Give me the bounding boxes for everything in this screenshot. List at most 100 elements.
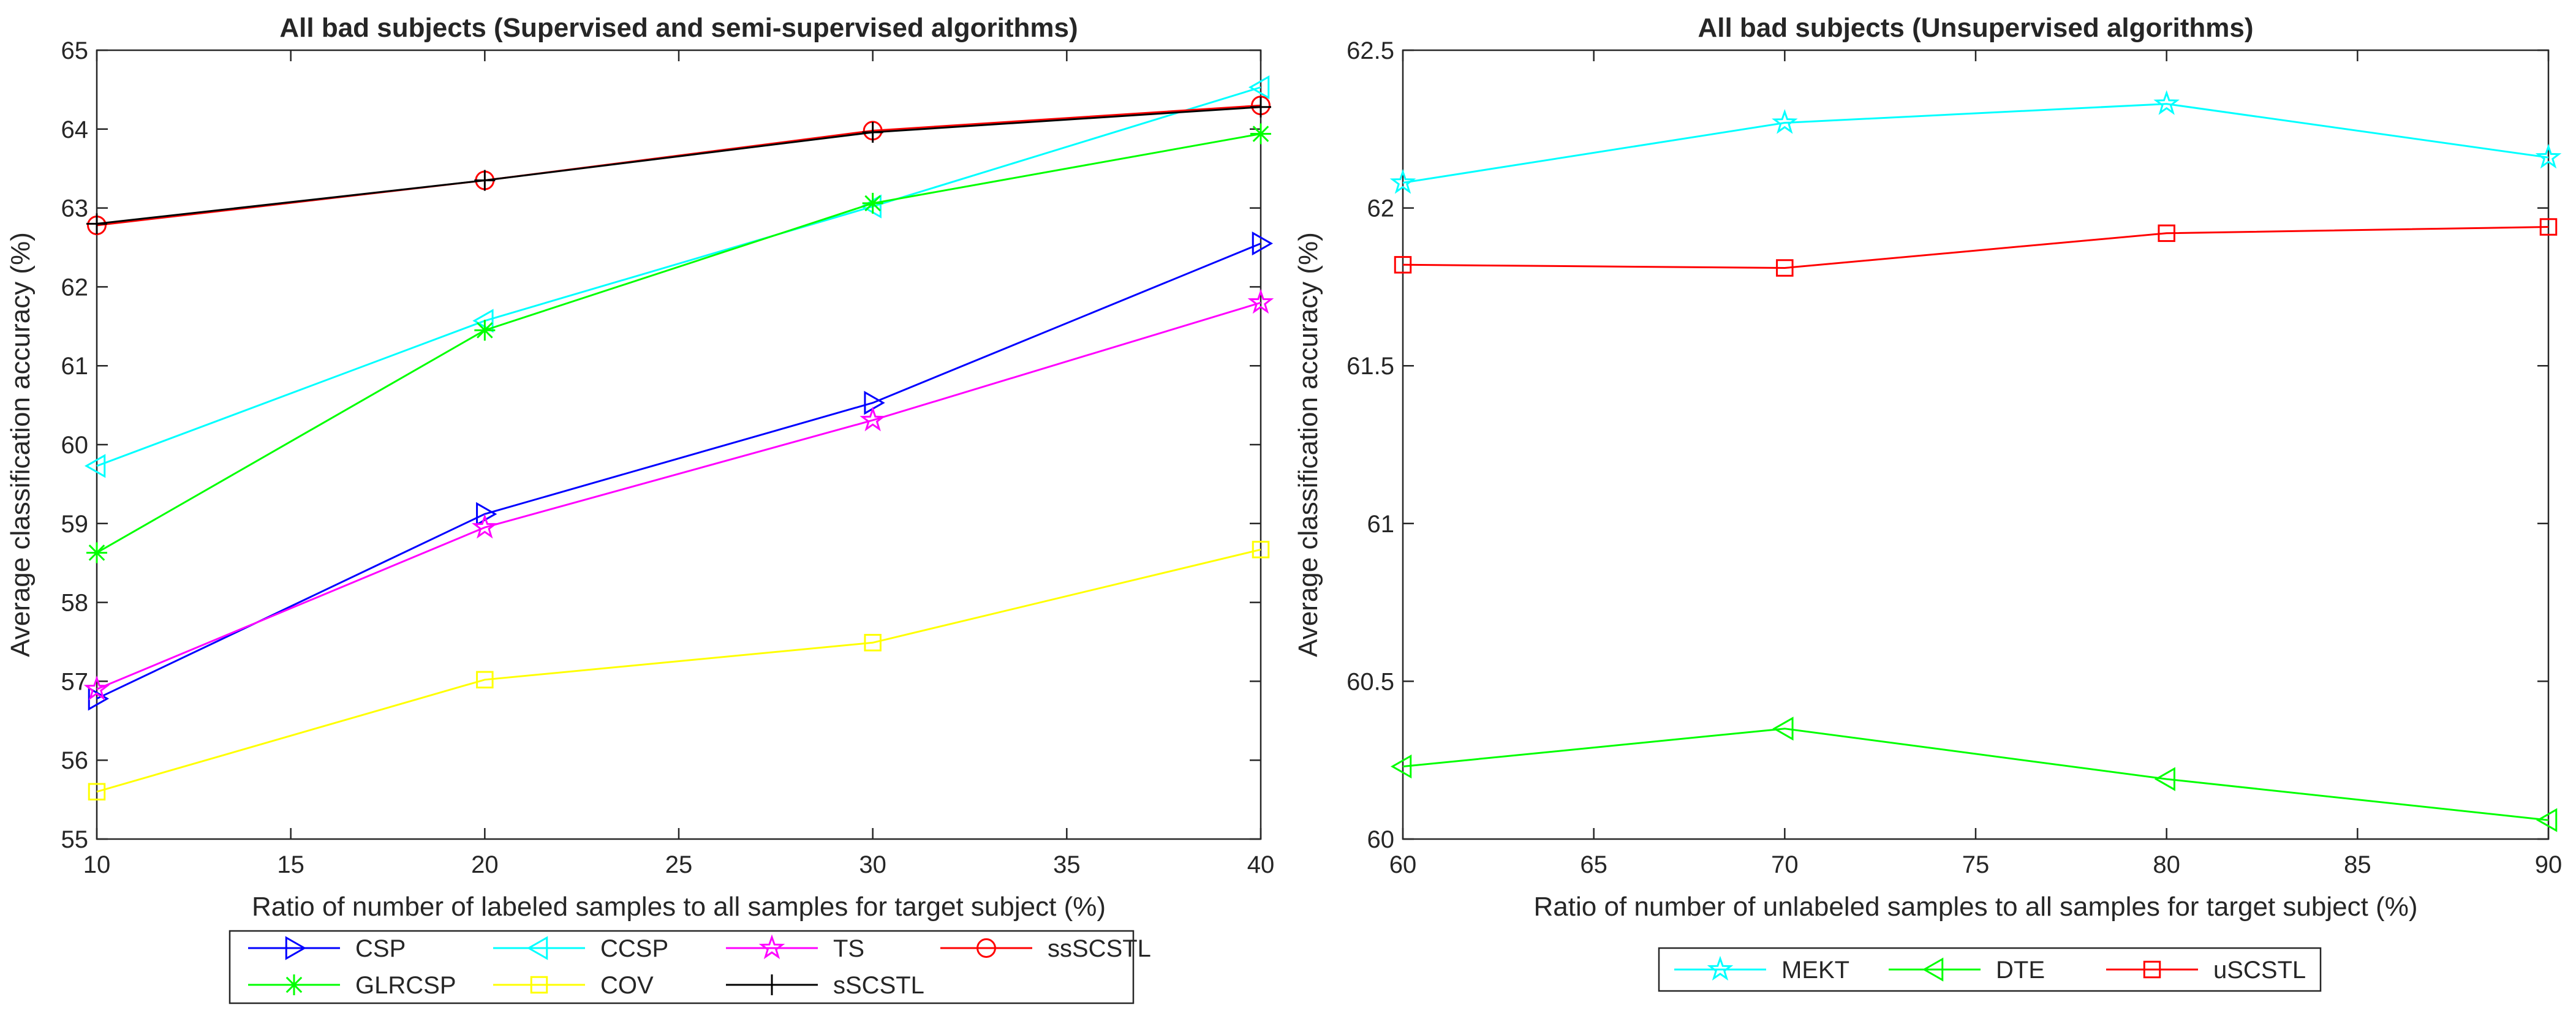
x-tick-label: 70: [1771, 851, 1799, 878]
data-point: [859, 406, 886, 432]
series-line: [1402, 226, 2549, 269]
legend: MEKT DTE uSCSTL: [1658, 947, 2322, 992]
legend-marker: [1707, 955, 1734, 981]
series-line: [96, 243, 1261, 700]
x-axis-label: Ratio of number of labeled samples to al…: [252, 892, 1106, 922]
legend-box: [1658, 947, 2322, 992]
data-point: [862, 192, 883, 214]
y-axis: 55 56 57 58 59 60 61 62 63 64 65: [61, 37, 1261, 853]
data-point: [472, 309, 494, 333]
y-tick-label: 58: [61, 590, 89, 617]
data-point: [2153, 90, 2180, 115]
series-line: [1402, 103, 2549, 184]
chart-2: All bad subjects (Unsupervised algorithm…: [1293, 13, 2562, 992]
data-point: [1394, 256, 1412, 274]
x-tick-label: 40: [1247, 851, 1275, 878]
y-tick-label: 64: [61, 116, 89, 143]
data-point: [1776, 259, 1794, 277]
y-tick-label: 55: [61, 826, 89, 853]
data-point: [2535, 143, 2562, 169]
y-tick-label: 62.5: [1347, 37, 1394, 64]
legend-label: COV: [600, 972, 654, 999]
y-axis: 60 60.5 61 61.5 62 62.5: [1347, 37, 2548, 853]
data-point: [86, 542, 107, 563]
legend-entry: DTE: [1889, 957, 2045, 984]
data-point: [1252, 231, 1274, 256]
data-point: [1250, 96, 1271, 118]
series-dte: [1390, 717, 2558, 832]
x-tick-label: 30: [859, 851, 886, 878]
data-point: [1390, 754, 1412, 779]
chart-title: All bad subjects (Unsupervised algorithm…: [1698, 13, 2253, 43]
legend-label: ssSCSTL: [1048, 935, 1151, 962]
legend-label: sSCSTL: [833, 972, 924, 999]
data-point: [472, 513, 498, 539]
data-point: [864, 634, 882, 652]
y-axis-label: Average classification accuracy (%): [6, 232, 36, 657]
data-point: [1772, 717, 1794, 741]
x-axis-label: Ratio of number of unlabeled samples to …: [1534, 892, 2418, 922]
data-point: [1772, 109, 1798, 134]
y-tick-label: 60: [61, 432, 89, 459]
series-line: [96, 301, 1261, 690]
series-mekt: [1389, 90, 2562, 194]
y-tick-label: 61: [61, 353, 89, 380]
data-point: [1248, 75, 1270, 100]
series-uscstl: [1394, 218, 2558, 277]
legend-marker: [526, 936, 548, 960]
x-tick-label: 25: [665, 851, 693, 878]
legend-marker: [976, 938, 996, 958]
x-tick-label: 10: [83, 851, 111, 878]
y-tick-label: 65: [61, 37, 89, 64]
data-point: [474, 320, 496, 341]
legend-entry: ssSCSTL: [940, 935, 1151, 962]
x-tick-label: 35: [1053, 851, 1081, 878]
legend-entry: MEKT: [1674, 955, 1849, 984]
data-point: [86, 213, 107, 235]
legend-marker: [284, 974, 304, 995]
data-point: [88, 783, 106, 800]
data-point: [2158, 224, 2175, 243]
series-line: [96, 106, 1261, 225]
y-tick-label: 63: [61, 195, 89, 222]
data-point: [1247, 288, 1274, 314]
legend-entry: GLRCSP: [248, 972, 456, 999]
legend-entry: CSP: [248, 935, 406, 962]
data-point: [83, 675, 110, 701]
data-point: [84, 454, 106, 478]
y-tick-label: 59: [61, 511, 89, 538]
x-tick-label: 15: [277, 851, 304, 878]
data-point: [1389, 168, 1416, 194]
x-tick-label: 80: [2153, 851, 2180, 878]
legend-label: CSP: [355, 935, 406, 962]
legend-entry: uSCSTL: [2106, 957, 2306, 984]
legend-marker: [530, 976, 548, 994]
y-tick-label: 60: [1367, 826, 1395, 853]
data-point: [862, 121, 883, 143]
x-tick-label: 60: [1389, 851, 1417, 878]
legend-entry: COV: [493, 972, 654, 999]
plot-area: [1402, 49, 2550, 840]
data-point: [864, 391, 885, 415]
legend-label: DTE: [1996, 957, 2045, 984]
chart-title: All bad subjects (Supervised and semi-su…: [279, 13, 1078, 43]
x-axis: 60 65 70 75 80 85 90: [1389, 50, 2562, 878]
y-tick-label: 61: [1367, 511, 1395, 538]
series-group: [83, 75, 1274, 800]
data-point: [2539, 218, 2558, 236]
x-axis: 10 15 20 25 30 35 40: [83, 50, 1275, 878]
legend-entry: CCSP: [493, 935, 668, 962]
legend-marker: [758, 934, 785, 960]
legend-label: GLRCSP: [355, 972, 456, 999]
y-tick-label: 62: [61, 274, 89, 301]
legend-label: CCSP: [600, 935, 668, 962]
data-point: [476, 671, 494, 689]
legend-label: uSCSTL: [2213, 957, 2306, 984]
series-ts: [83, 288, 1274, 701]
data-point: [474, 170, 496, 191]
series-group: [1389, 90, 2562, 832]
x-tick-label: 20: [471, 851, 499, 878]
legend-marker: [2143, 960, 2161, 979]
series-csp: [88, 231, 1274, 711]
